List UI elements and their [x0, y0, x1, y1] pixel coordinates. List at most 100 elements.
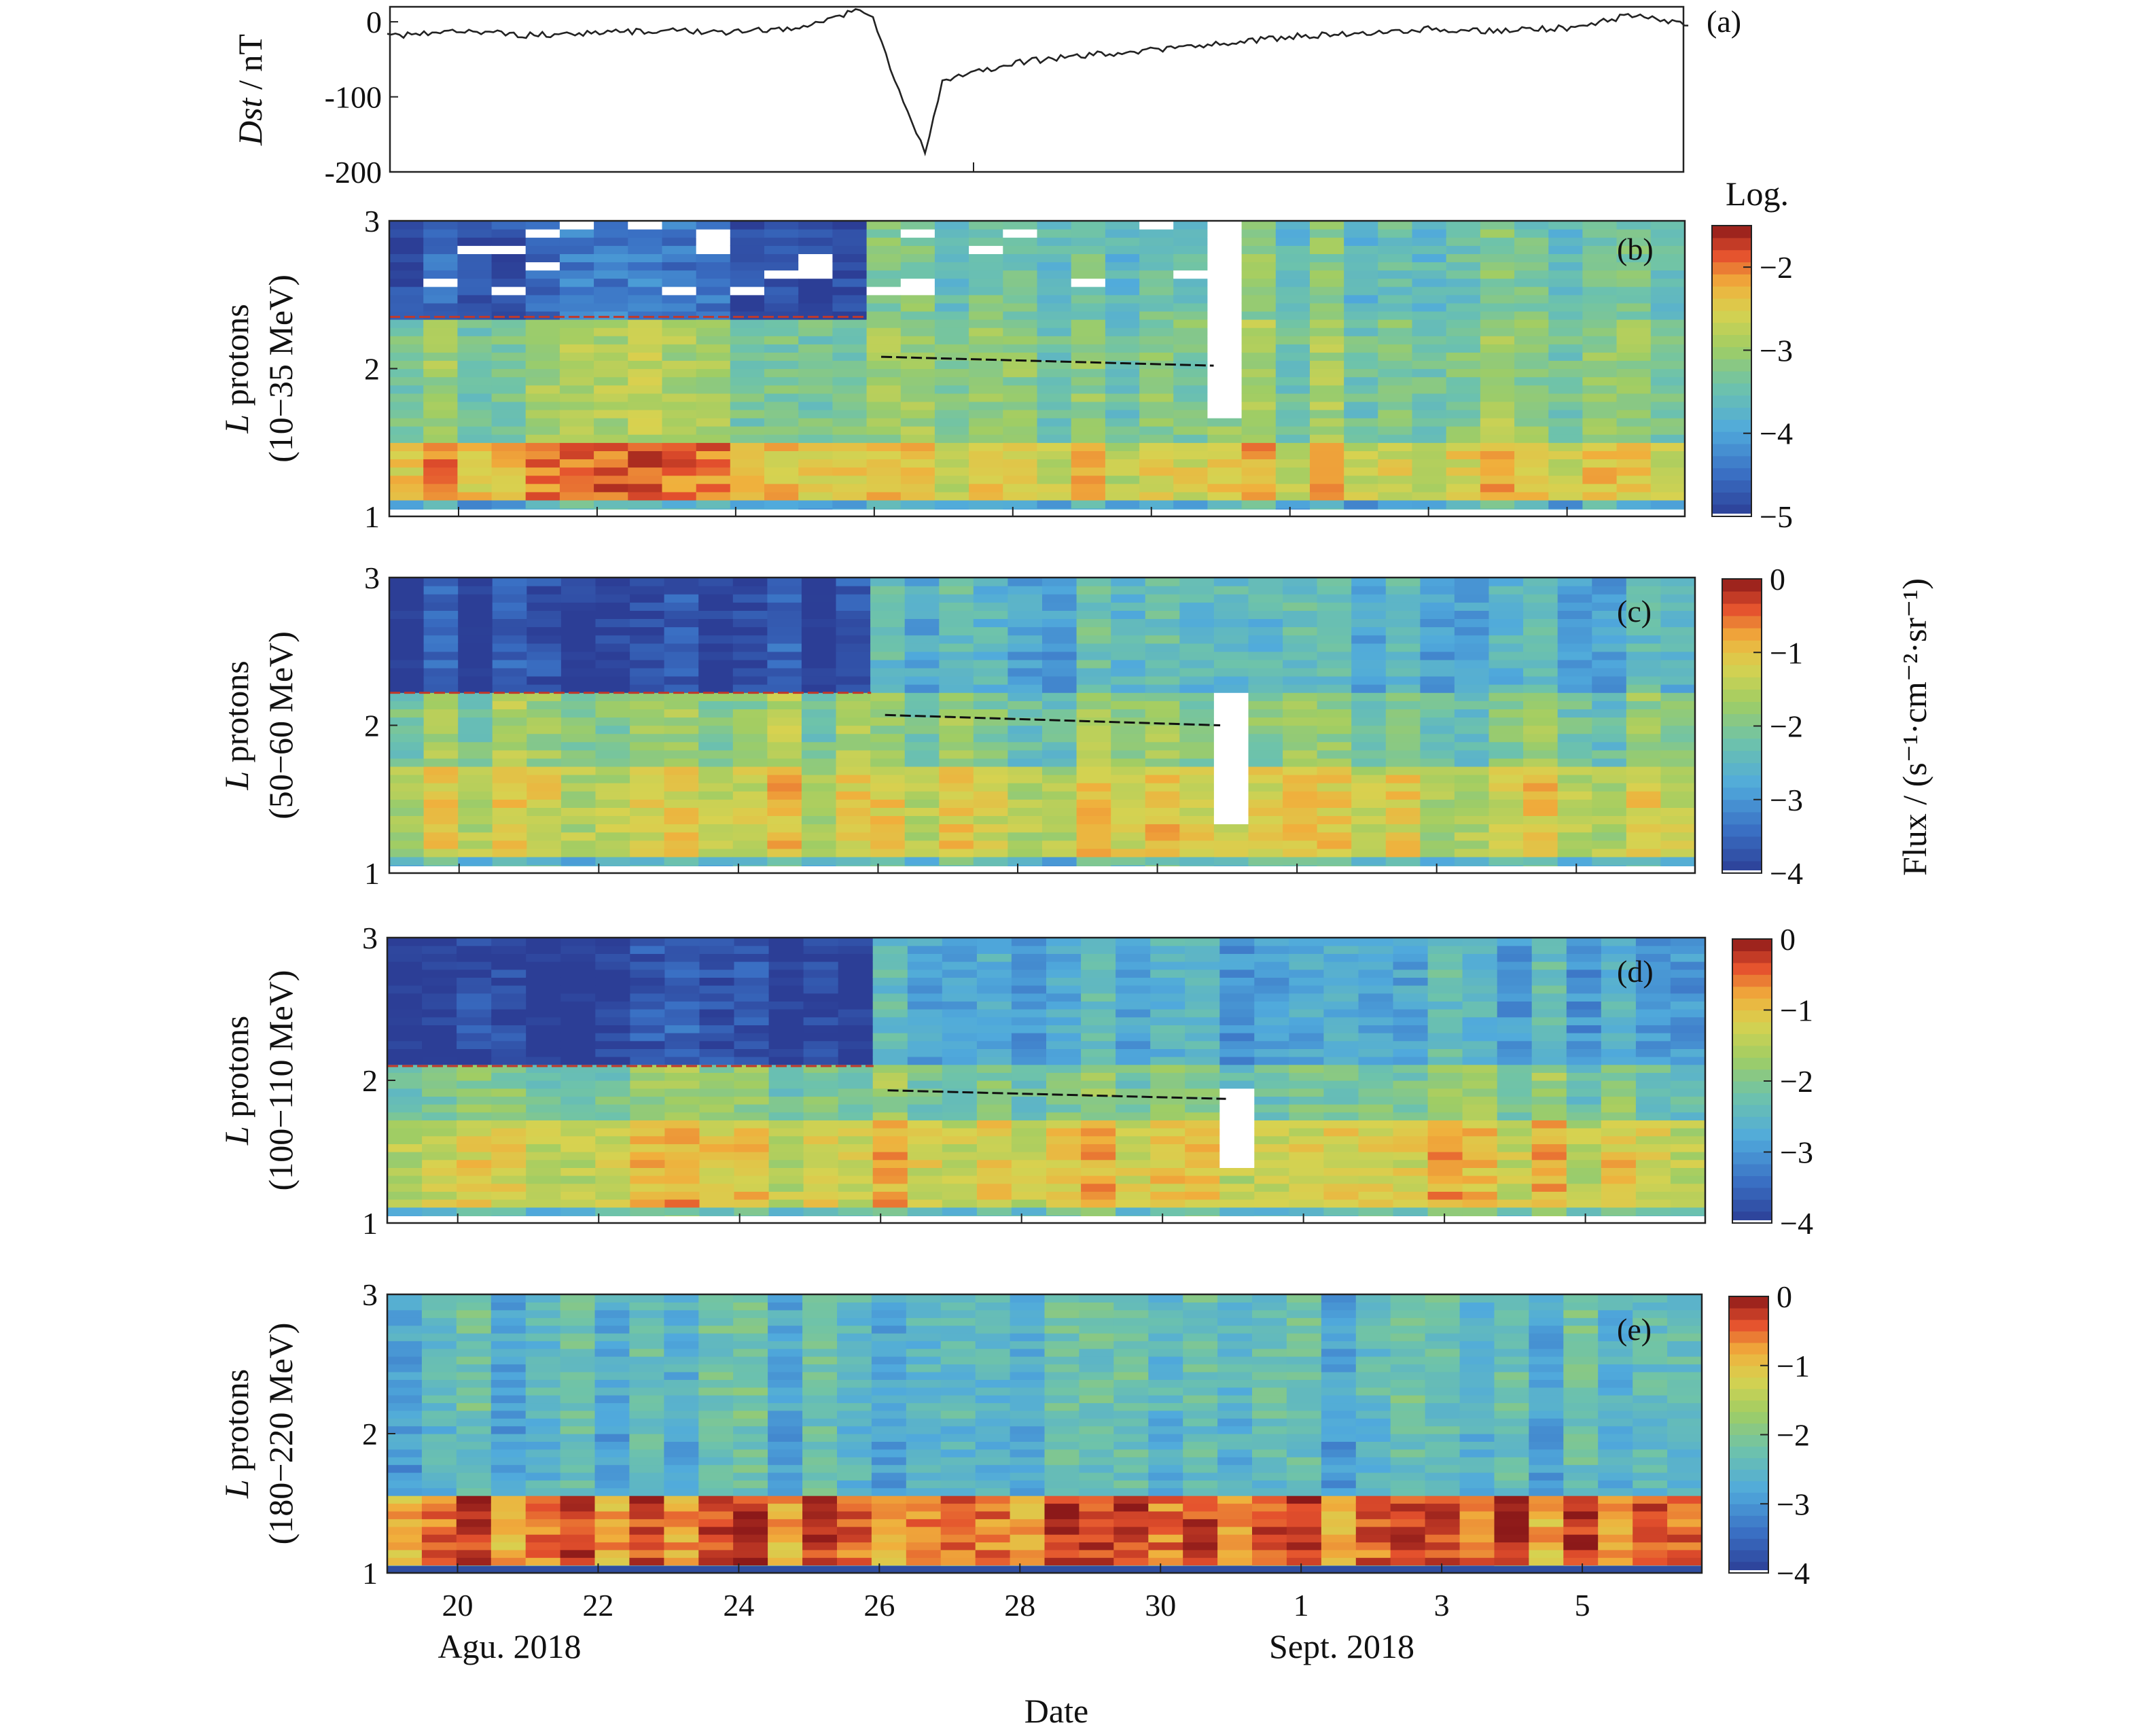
- heatmap-cell: [491, 385, 527, 394]
- heatmap-cell: [1071, 344, 1106, 353]
- heatmap-cell: [696, 450, 731, 459]
- heatmap-cell: [1011, 1199, 1047, 1208]
- heatmap-cell: [1660, 725, 1696, 734]
- heatmap-cell: [595, 602, 630, 611]
- colorbar-segment: [1712, 455, 1751, 469]
- heatmap-cell: [973, 635, 1008, 644]
- heatmap-cell: [976, 1152, 1012, 1161]
- heatmap-cell: [900, 237, 935, 246]
- heatmap-cell: [838, 1033, 874, 1042]
- heatmap-cell: [1462, 1009, 1498, 1018]
- heatmap-cell: [1139, 368, 1174, 378]
- heatmap-cell: [1150, 977, 1185, 986]
- heatmap-cell: [422, 1080, 457, 1089]
- heatmap-cell: [423, 253, 458, 262]
- heatmap-cell: [838, 969, 874, 978]
- heatmap-cell: [491, 961, 527, 970]
- heatmap-cell: [802, 1542, 838, 1551]
- heatmap-cell: [1179, 758, 1215, 767]
- heatmap-cell: [696, 368, 731, 378]
- heatmap-cell: [423, 237, 458, 246]
- heatmap-cell: [1289, 1167, 1325, 1176]
- heatmap-cell: [1003, 237, 1038, 246]
- heatmap-cell: [1044, 1557, 1080, 1566]
- heatmap-cell: [560, 684, 596, 693]
- heatmap-cell: [1317, 594, 1352, 603]
- heatmap-cell: [699, 1072, 735, 1081]
- heatmap-cell: [389, 815, 425, 825]
- heatmap-cell: [1480, 278, 1515, 287]
- heatmap-cell: [907, 1072, 943, 1081]
- heatmap-cell: [1480, 491, 1515, 501]
- heatmap-cell: [768, 1341, 803, 1349]
- heatmap-cell: [595, 1009, 630, 1018]
- heatmap-cell: [389, 733, 425, 743]
- heatmap-cell: [559, 499, 594, 509]
- heatmap-cell: [1010, 1294, 1046, 1303]
- heatmap-cell: [1046, 1009, 1082, 1018]
- heatmap-cell: [1185, 1016, 1220, 1025]
- heatmap-cell: [387, 1542, 423, 1551]
- heatmap-cell: [387, 1534, 423, 1543]
- heatmap-cell: [559, 360, 594, 370]
- heatmap-cell: [1412, 385, 1447, 394]
- heatmap-cell: [491, 1096, 527, 1105]
- heatmap-cell: [1185, 993, 1220, 1002]
- heatmap-cell: [1601, 1152, 1637, 1161]
- heatmap-cell: [733, 1495, 768, 1504]
- heatmap-cell: [1275, 360, 1310, 370]
- heatmap-cell: [1420, 758, 1455, 767]
- heatmap-cell: [457, 262, 493, 271]
- heatmap-cell: [1310, 409, 1344, 419]
- heatmap-cell: [798, 262, 833, 271]
- heatmap-cell: [1275, 302, 1310, 312]
- heatmap-cell: [730, 262, 765, 271]
- heatmap-cell: [973, 823, 1008, 833]
- heatmap-cell: [696, 336, 731, 344]
- heatmap-cell: [1207, 459, 1243, 468]
- heatmap-cell: [456, 1510, 492, 1519]
- heatmap-cell: [732, 823, 768, 833]
- heatmap-cell: [1071, 368, 1106, 378]
- heatmap-cell: [525, 1387, 561, 1396]
- heatmap-cell: [699, 953, 735, 962]
- heatmap-cell: [1105, 253, 1140, 262]
- heatmap-cell: [1592, 733, 1627, 743]
- heatmap-cell: [1076, 709, 1111, 718]
- heatmap-cell: [491, 221, 527, 230]
- heatmap-cell: [1427, 1112, 1463, 1120]
- heatmap-cell: [628, 278, 663, 287]
- heatmap-cell: [1111, 741, 1146, 751]
- heatmap-cell: [1317, 684, 1352, 693]
- heatmap-cell: [798, 360, 833, 370]
- heatmap-cell: [630, 618, 665, 628]
- heatmap-cell: [1173, 229, 1208, 238]
- heatmap-cell: [1116, 993, 1151, 1002]
- heatmap-cell: [1635, 961, 1671, 970]
- heatmap-cell: [801, 709, 837, 718]
- heatmap-cell: [1139, 467, 1174, 476]
- heatmap-cell: [1076, 733, 1111, 743]
- heatmap-cell: [525, 294, 560, 304]
- heatmap-cell: [1497, 1057, 1533, 1065]
- heatmap-cell: [629, 1480, 664, 1489]
- heatmap-cell: [973, 659, 1008, 669]
- heatmap-cell: [803, 993, 839, 1002]
- heatmap-cell: [1185, 969, 1220, 978]
- heatmap-cell: [1393, 1001, 1429, 1010]
- heatmap-cell: [768, 1395, 803, 1404]
- heatmap-cell: [1173, 327, 1208, 336]
- heatmap-cell: [832, 491, 868, 501]
- heatmap-cell: [764, 245, 799, 254]
- heatmap-cell: [525, 1341, 561, 1349]
- heatmap-cell: [803, 1072, 839, 1081]
- heatmap-cell: [457, 1183, 492, 1192]
- heatmap-cell: [1248, 766, 1283, 775]
- heatmap-cell: [458, 659, 493, 669]
- heatmap-cell: [768, 1128, 804, 1137]
- heatmap-cell: [733, 1480, 768, 1489]
- heatmap-cell: [594, 1434, 630, 1442]
- heatmap-cell: [491, 1048, 527, 1057]
- heatmap-cell: [1213, 586, 1249, 595]
- heatmap-cell: [525, 1534, 561, 1543]
